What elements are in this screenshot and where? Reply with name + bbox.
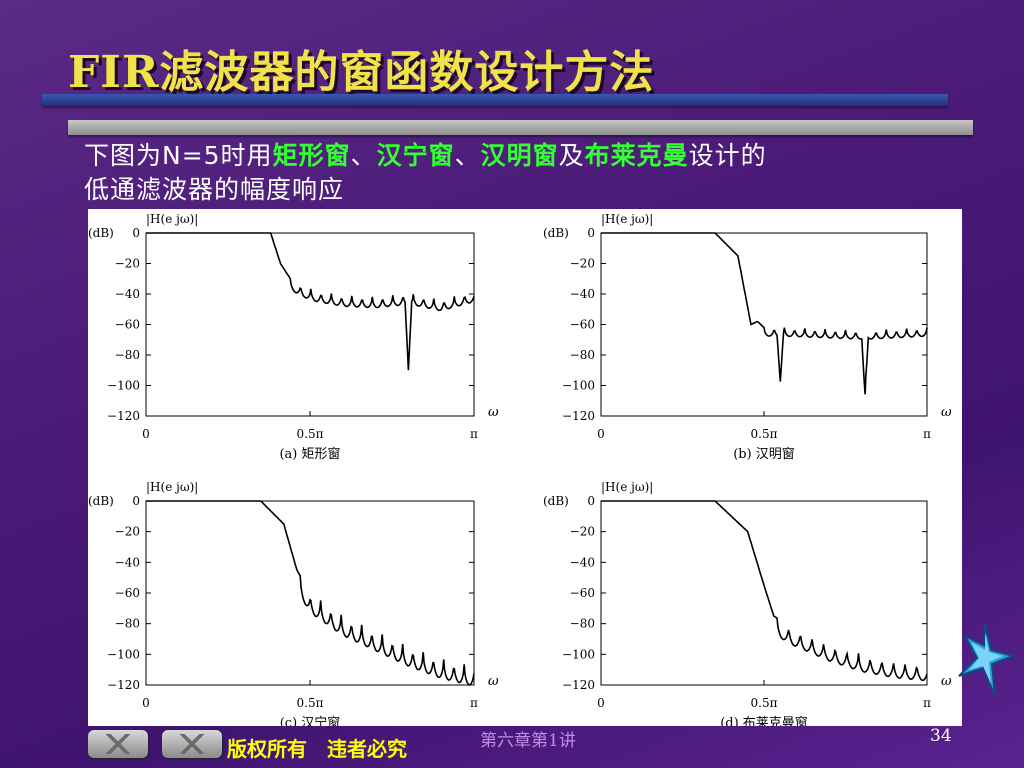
nav-next-button[interactable]: [162, 730, 222, 758]
y-tick-label-2-6: −120: [107, 678, 140, 692]
y-tick-label-1-4: −80: [570, 348, 595, 362]
x-tick-label-2-1: 0.5π: [297, 696, 324, 710]
x-tick-label-0-0: 0: [142, 427, 150, 441]
y-tick-label-3-2: −40: [570, 555, 595, 569]
y-tick-label-1-2: −40: [570, 287, 595, 301]
y-tick-label-0-6: −120: [107, 409, 140, 423]
window-rectangular: 矩形窗: [272, 141, 351, 170]
y-tick-label-1-3: −60: [570, 318, 595, 332]
content-separator-bar: [68, 120, 973, 135]
y-tick-label-2-0: 0: [132, 494, 140, 508]
x-tick-label-0-2: π: [470, 427, 478, 441]
y-tick-label-3-1: −20: [570, 525, 595, 539]
plot-frame-2: [145, 500, 475, 686]
intro-sep1: 、: [350, 141, 377, 170]
star-decoration-icon: [958, 623, 1015, 697]
x-tick-label-2-2: π: [470, 696, 478, 710]
x-tick-label-1-0: 0: [597, 427, 605, 441]
x-axis-label-1: ω: [941, 405, 952, 420]
magnitude-response-figure: 0 −20 −40 −60 −80 −100 −120 (dB) |H(e jω)| 0 0.5π π…: [88, 209, 962, 726]
response-curve-0: [146, 232, 475, 371]
x-axis-label-2: ω: [488, 674, 499, 689]
slide-title: FIR滤波器的窗函数设计方法: [68, 47, 655, 98]
subplot-caption-2: (c) 汉宁窗: [280, 715, 341, 726]
subplot-caption-0: (a) 矩形窗: [279, 446, 340, 462]
y-axis-title-3: |H(e jω)|: [601, 480, 653, 494]
x-tick-label-1-1: 0.5π: [751, 427, 778, 441]
y-tick-label-0-2: −40: [115, 287, 140, 301]
x-axis-label-3: ω: [941, 674, 952, 689]
x-tick-label-2-0: 0: [142, 696, 150, 710]
y-tick-label-2-5: −100: [107, 647, 140, 661]
intro-sep2: 、: [454, 141, 481, 170]
intro-text: 下图为N=5时用矩形窗、汉宁窗、汉明窗及布莱克曼设计的 低通滤波器的幅度响应: [84, 139, 964, 207]
y-tick-label-0-4: −80: [115, 348, 140, 362]
intro-suffix: 设计的: [688, 141, 767, 170]
nav-prev-button[interactable]: [88, 730, 148, 758]
y-tick-label-2-4: −80: [115, 617, 140, 631]
nav-prev-icon: [100, 734, 136, 754]
y-tick-label-2-2: −40: [115, 555, 140, 569]
window-blackman: 布莱克曼: [584, 141, 689, 170]
y-tick-label-1-6: −120: [562, 409, 595, 423]
plot-frame-1: [600, 232, 928, 417]
y-tick-label-3-5: −100: [562, 647, 595, 661]
y-unit-2: (dB): [88, 494, 114, 508]
y-tick-label-0-3: −60: [115, 318, 140, 332]
x-tick-label-1-2: π: [923, 427, 931, 441]
copyright-text: 版权所有 违者必究: [227, 737, 407, 761]
y-axis-title-1: |H(e jω)|: [601, 212, 653, 226]
window-hanning: 汉宁窗: [376, 141, 455, 170]
y-tick-label-0-5: −100: [107, 379, 140, 393]
y-tick-label-3-3: −60: [570, 586, 595, 600]
plot-frame-3: [600, 500, 928, 686]
y-unit-0: (dB): [88, 226, 114, 240]
y-axis-title-2: |H(e jω)|: [146, 480, 198, 494]
y-tick-label-1-1: −20: [570, 257, 595, 271]
x-tick-label-3-1: 0.5π: [751, 696, 778, 710]
subplot-caption-1: (b) 汉明窗: [733, 446, 795, 462]
nav-next-icon: [174, 734, 210, 754]
chapter-label: 第六章第1讲: [480, 731, 576, 751]
response-curve-2: [146, 500, 475, 686]
x-tick-label-0-1: 0.5π: [297, 427, 324, 441]
intro-line2: 低通滤波器的幅度响应: [84, 175, 345, 204]
response-plots-svg: 0 −20 −40 −60 −80 −100 −120 (dB) |H(e jω)| 0 0.5π π…: [88, 212, 952, 726]
window-hamming: 汉明窗: [480, 141, 559, 170]
y-tick-label-3-6: −120: [562, 678, 595, 692]
y-tick-label-1-0: 0: [587, 226, 595, 240]
y-unit-3: (dB): [543, 494, 569, 508]
plot-frame-0: [145, 232, 475, 417]
response-curve-3: [601, 500, 928, 682]
intro-prefix: 下图为N=5时用: [84, 141, 273, 170]
page-number: 34: [930, 726, 952, 746]
y-tick-label-3-0: 0: [587, 494, 595, 508]
y-unit-1: (dB): [543, 226, 569, 240]
y-tick-label-3-4: −80: [570, 617, 595, 631]
x-axis-label-0: ω: [488, 405, 499, 420]
y-tick-label-0-1: −20: [115, 257, 140, 271]
y-tick-label-0-0: 0: [132, 226, 140, 240]
y-tick-label-2-1: −20: [115, 525, 140, 539]
y-tick-label-2-3: −60: [115, 586, 140, 600]
intro-and: 及: [558, 141, 585, 170]
y-tick-label-1-5: −100: [562, 379, 595, 393]
subplot-caption-3: (d) 布莱克曼窗: [720, 715, 808, 726]
response-curve-1: [601, 232, 928, 395]
x-tick-label-3-0: 0: [597, 696, 605, 710]
title-underline-bar: [42, 94, 948, 106]
y-axis-title-0: |H(e jω)|: [146, 212, 198, 226]
x-tick-label-3-2: π: [923, 696, 931, 710]
